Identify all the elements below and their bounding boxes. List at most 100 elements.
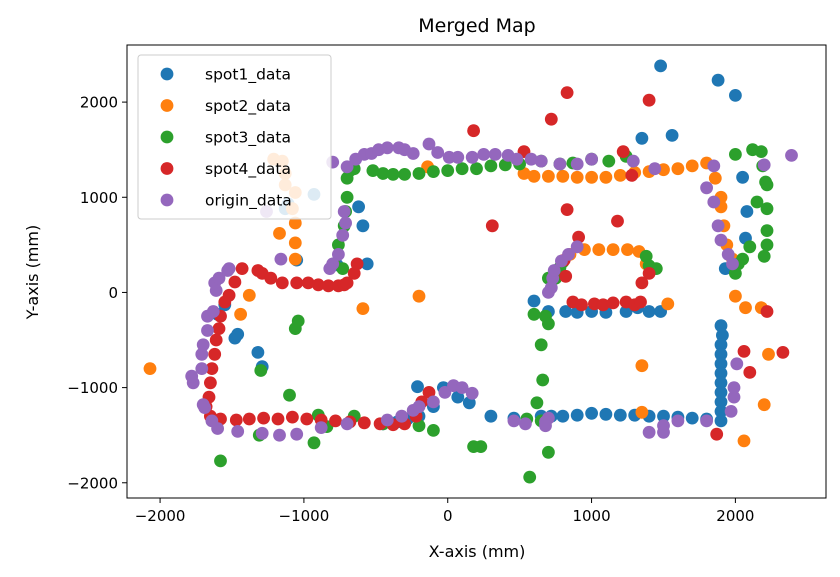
point-spot2_data-50 [635, 405, 649, 419]
point-spot4_data-46 [212, 322, 226, 335]
point-spot1_data-31 [642, 305, 656, 318]
point-spot3_data-38 [743, 240, 757, 254]
point-origin_data-18 [451, 150, 465, 164]
point-spot3_data-33 [750, 195, 764, 209]
point-spot4_data-41 [235, 262, 249, 275]
plot-frame [126, 44, 827, 499]
point-spot2_data-17 [527, 169, 541, 183]
point-spot3_data-46 [536, 373, 550, 387]
point-spot1_data-42 [714, 405, 728, 418]
point-origin_data-77 [206, 305, 220, 318]
y-axis-label: Y-axis (mm) [23, 225, 42, 320]
point-spot1_data-29 [619, 305, 633, 318]
point-spot2_data-40 [621, 243, 634, 256]
point-spot4_data-9 [485, 219, 499, 233]
point-spot4_data-31 [275, 276, 289, 290]
point-origin_data-37 [700, 181, 713, 195]
point-origin_data-82 [222, 262, 236, 275]
point-spot4_data-49 [205, 362, 219, 375]
point-spot3_data-12 [484, 159, 498, 173]
point-spot4_data-26 [635, 276, 649, 290]
legend-label-spot4_data: spot4_data [205, 160, 291, 179]
point-spot1_data-62 [411, 380, 424, 394]
point-spot3_data-35 [760, 224, 774, 238]
point-spot4_data-22 [606, 296, 620, 310]
point-origin_data-51 [730, 357, 744, 371]
point-spot3_data-29 [754, 145, 768, 159]
point-origin_data-56 [519, 417, 532, 431]
point-origin_data-29 [337, 205, 351, 218]
point-spot4_data-38 [340, 276, 354, 290]
point-spot1_data-25 [559, 305, 573, 318]
point-origin_data-20 [477, 148, 491, 161]
point-spot4_data-14 [710, 427, 724, 441]
point-spot1_data-39 [714, 376, 728, 390]
point-spot1_data-20 [231, 327, 245, 341]
point-spot3_data-24 [332, 238, 345, 252]
point-spot3_data-11 [470, 162, 483, 176]
point-spot4_data-13 [760, 305, 774, 318]
point-origin_data-46 [657, 425, 670, 439]
point-origin_data-0 [785, 149, 798, 162]
point-spot4_data-6 [625, 169, 639, 182]
point-spot2_data-38 [592, 243, 606, 256]
point-origin_data-19 [465, 150, 479, 164]
legend: spot1_data spot2_data spot3_data spot4_data… [137, 54, 332, 220]
point-spot4_data-50 [204, 376, 217, 390]
point-spot4_data-42 [228, 275, 242, 289]
point-origin_data-87 [455, 381, 469, 394]
point-origin_data-65 [231, 425, 245, 438]
point-spot4_data-60 [300, 412, 314, 426]
legend-label-spot1_data: spot1_data [205, 66, 291, 85]
point-spot1_data-58 [484, 409, 498, 423]
point-spot1_data-35 [714, 338, 728, 352]
y-tick-label-4: 2000 [80, 94, 118, 112]
point-spot3_data-34 [760, 202, 774, 216]
point-spot1_data-40 [714, 386, 728, 399]
point-origin_data-58 [395, 409, 409, 423]
point-spot3_data-7 [412, 167, 426, 180]
point-spot4_data-64 [357, 416, 371, 430]
point-spot2_data-8 [288, 236, 302, 250]
point-spot4_data-2 [544, 112, 558, 126]
point-origin_data-95 [570, 240, 584, 254]
legend-label-origin_data: origin_data [205, 192, 292, 211]
point-spot2_data-46 [762, 347, 775, 361]
point-spot1_data-37 [714, 357, 728, 371]
point-origin_data-75 [201, 324, 214, 337]
point-origin_data-1 [757, 158, 771, 172]
point-spot4_data-58 [271, 412, 285, 426]
point-spot3_data-6 [398, 168, 411, 181]
point-spot3_data-44 [542, 317, 555, 331]
point-spot3_data-9 [441, 164, 455, 178]
point-spot4_data-48 [208, 347, 222, 361]
point-spot2_data-16 [517, 167, 531, 180]
point-spot2_data-10 [242, 288, 256, 302]
point-origin_data-25 [534, 154, 548, 168]
point-spot1_data-54 [556, 409, 570, 423]
point-spot4_data-55 [229, 413, 243, 427]
point-spot3_data-56 [214, 454, 227, 468]
point-origin_data-14 [406, 147, 420, 160]
x-tick-label-0: −2000 [135, 507, 186, 525]
point-spot4_data-33 [301, 276, 315, 290]
y-tick-label-1: −1000 [67, 379, 118, 397]
point-origin_data-62 [290, 427, 304, 441]
point-spot1_data-51 [599, 407, 613, 421]
x-tick-label-4: 2000 [716, 507, 754, 525]
point-origin_data-40 [714, 233, 728, 247]
legend-marker-spot2_data [160, 99, 174, 112]
point-origin_data-34 [323, 262, 337, 275]
point-origin_data-54 [539, 419, 552, 433]
point-spot3_data-27 [729, 148, 742, 161]
point-spot2_data-43 [729, 289, 742, 303]
point-spot4_data-7 [560, 203, 574, 217]
point-spot2_data-15 [635, 359, 649, 373]
point-spot4_data-19 [575, 298, 588, 312]
y-tick-label-2: 0 [108, 284, 118, 302]
point-origin_data-31 [336, 228, 350, 242]
y-tick-label-0: −2000 [67, 474, 118, 492]
point-spot4_data-27 [642, 267, 656, 280]
point-spot2_data-47 [757, 398, 771, 412]
